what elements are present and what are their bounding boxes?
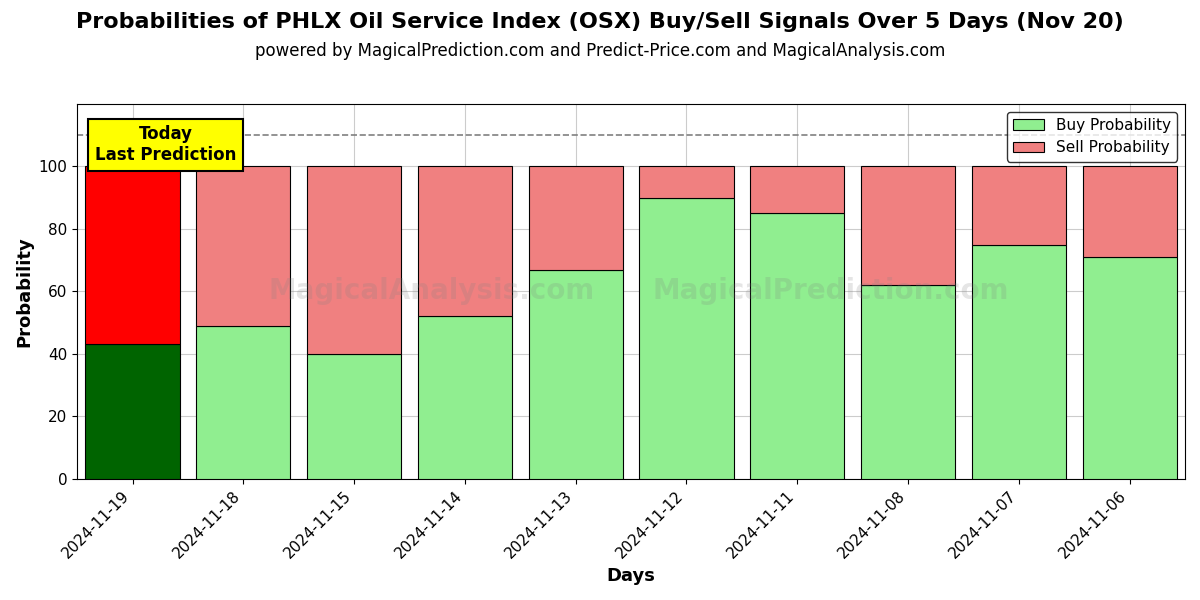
Bar xyxy=(1082,166,1177,257)
Bar xyxy=(750,214,845,479)
Text: powered by MagicalPrediction.com and Predict-Price.com and MagicalAnalysis.com: powered by MagicalPrediction.com and Pre… xyxy=(254,42,946,60)
Bar xyxy=(197,326,290,479)
Bar xyxy=(85,166,180,344)
Legend: Buy Probability, Sell Probability: Buy Probability, Sell Probability xyxy=(1007,112,1177,161)
Bar xyxy=(85,344,180,479)
Bar xyxy=(529,166,623,269)
Bar xyxy=(972,245,1066,479)
Text: Probabilities of PHLX Oil Service Index (OSX) Buy/Sell Signals Over 5 Days (Nov : Probabilities of PHLX Oil Service Index … xyxy=(76,12,1124,32)
Bar xyxy=(307,166,401,354)
Text: MagicalPrediction.com: MagicalPrediction.com xyxy=(653,277,1009,305)
Bar xyxy=(307,354,401,479)
Bar xyxy=(640,198,733,479)
Bar xyxy=(750,166,845,214)
X-axis label: Days: Days xyxy=(607,567,655,585)
Bar xyxy=(860,166,955,285)
Bar xyxy=(1082,257,1177,479)
Bar xyxy=(640,166,733,198)
Text: MagicalAnalysis.com: MagicalAnalysis.com xyxy=(269,277,595,305)
Y-axis label: Probability: Probability xyxy=(14,236,32,347)
Text: Today
Last Prediction: Today Last Prediction xyxy=(95,125,236,164)
Bar xyxy=(418,316,512,479)
Bar xyxy=(860,285,955,479)
Bar xyxy=(529,269,623,479)
Bar xyxy=(418,166,512,316)
Bar xyxy=(197,166,290,326)
Bar xyxy=(972,166,1066,245)
